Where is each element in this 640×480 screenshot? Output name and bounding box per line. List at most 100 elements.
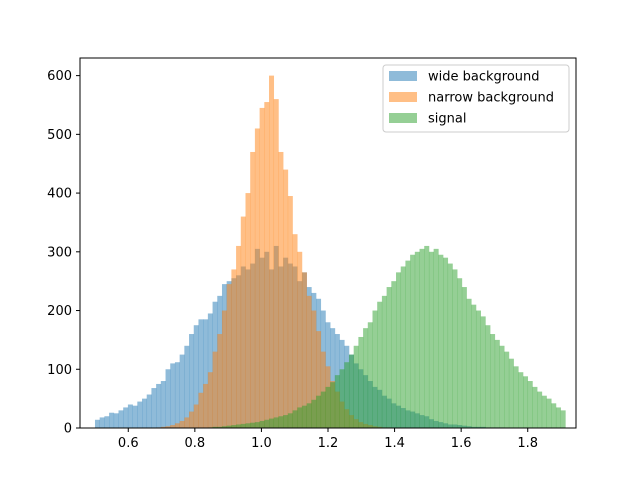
histogram-bar: [179, 420, 185, 428]
histogram-bar: [391, 281, 397, 428]
histogram-bar: [527, 381, 533, 428]
histogram-bar: [330, 382, 336, 428]
histogram-bar: [174, 362, 180, 428]
histogram-bar: [381, 295, 387, 428]
histogram-bar: [259, 420, 265, 428]
histogram-bar: [273, 99, 279, 429]
y-tick-label: 300: [47, 245, 72, 260]
histogram-bar: [203, 383, 209, 428]
x-tick-label: 1.2: [318, 436, 339, 451]
histogram-bar: [283, 415, 289, 428]
histogram-bar: [334, 375, 340, 428]
histogram-bar: [269, 75, 275, 429]
histogram-bar: [170, 425, 176, 428]
histogram-bar: [236, 245, 242, 428]
histogram-bar: [109, 412, 115, 428]
histogram-bar: [372, 310, 378, 428]
histogram-bar: [475, 310, 481, 428]
histogram-bar: [485, 325, 491, 428]
histogram-bar: [443, 257, 449, 428]
histogram-bar: [452, 269, 458, 428]
y-tick-label: 200: [47, 304, 72, 319]
histogram-bar: [546, 398, 552, 428]
y-tick-label: 500: [47, 128, 72, 143]
histogram-bar: [132, 405, 138, 428]
histogram-bar: [287, 413, 293, 428]
histogram-bar: [217, 426, 223, 428]
histogram-bar: [320, 391, 326, 428]
histogram-bar: [287, 196, 293, 428]
histogram-bar: [367, 322, 373, 428]
histogram-bar: [405, 260, 411, 428]
histogram-bar: [301, 272, 307, 428]
histogram-bar: [410, 254, 416, 428]
histogram-bar: [254, 128, 260, 429]
histogram-bar: [212, 351, 218, 428]
histogram-bar: [245, 193, 251, 428]
histogram-bar: [231, 269, 237, 428]
histogram-bar: [311, 399, 317, 428]
histogram-bar: [99, 417, 105, 428]
histogram-bar: [165, 369, 171, 428]
histogram-bar: [104, 416, 110, 428]
histogram-bar: [494, 339, 500, 428]
histogram-bar: [339, 369, 345, 428]
legend: wide background narrow background signal: [382, 64, 570, 133]
histogram-bar: [358, 336, 364, 428]
histogram-bar: [184, 417, 190, 428]
y-axis-ticks: 0 100 200 300 400 500 600: [47, 69, 80, 437]
histogram-bar: [316, 331, 322, 428]
histogram-bar: [447, 263, 453, 428]
histogram-bar: [560, 410, 566, 428]
histogram-bar: [245, 423, 251, 428]
histogram-bar: [207, 372, 213, 428]
histogram-bar: [179, 354, 185, 428]
histogram-bar: [240, 423, 246, 428]
histogram-bar: [156, 383, 162, 428]
histogram-bar: [278, 151, 284, 428]
histogram-bar: [193, 325, 199, 428]
histogram-bar: [541, 395, 547, 428]
x-axis-ticks: 0.6 0.8 1.0 1.2 1.4 1.6 1.8: [118, 428, 538, 451]
histogram-bar: [189, 411, 195, 428]
histogram-bar: [94, 419, 100, 428]
histogram-bar: [240, 216, 246, 428]
histogram-bar: [325, 386, 331, 428]
histogram-bar: [428, 251, 434, 428]
histogram-bar: [250, 151, 256, 428]
histogram-bar: [316, 395, 322, 428]
y-tick-label: 400: [47, 187, 72, 202]
series-narrow-background-bars: [156, 75, 392, 429]
histogram-bar: [254, 422, 260, 428]
histogram-bar: [555, 407, 561, 428]
histogram-bar: [118, 410, 124, 428]
histogram-bar: [508, 358, 514, 428]
histogram-bar: [301, 405, 307, 428]
histogram-bar: [377, 301, 383, 428]
histogram-bar: [518, 372, 524, 428]
histogram-bar: [142, 398, 148, 428]
histogram-bar: [348, 354, 354, 428]
histogram-bar: [353, 345, 359, 428]
legend-box: [382, 64, 570, 133]
histogram-bar: [212, 426, 218, 428]
histogram-bar: [259, 107, 265, 429]
histogram-bar: [217, 334, 223, 428]
histogram-bar: [386, 287, 392, 428]
histogram-bar: [278, 416, 284, 428]
histogram-bar: [198, 319, 204, 428]
histogram-bar: [221, 426, 227, 428]
histogram-bar: [146, 394, 152, 428]
histogram-bar: [160, 381, 166, 428]
histogram-bar: [165, 426, 171, 428]
histogram-bar: [203, 319, 209, 428]
histogram-bar: [490, 334, 496, 428]
histogram-bar: [532, 386, 538, 428]
histogram-bar: [250, 422, 256, 428]
legend-label: wide background: [428, 70, 540, 85]
x-tick-label: 1.8: [517, 436, 538, 451]
histogram-bar: [264, 102, 270, 429]
legend-swatch: [389, 113, 417, 123]
histogram-bar: [466, 298, 472, 428]
histogram-bar: [273, 417, 279, 428]
